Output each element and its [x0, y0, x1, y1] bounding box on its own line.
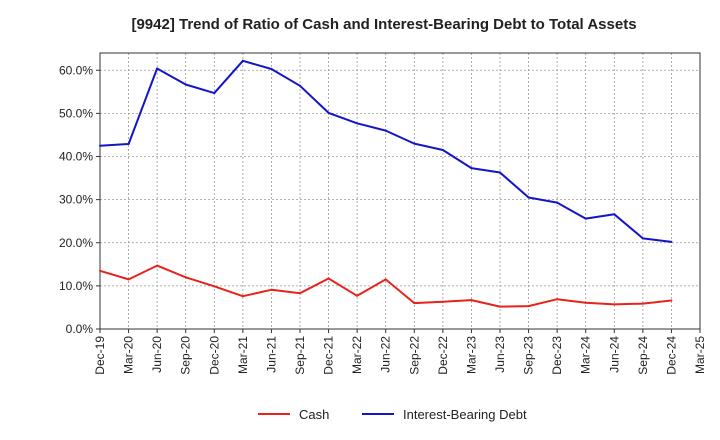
data-point [99, 144, 101, 147]
data-point [384, 129, 387, 132]
x-tick-label: Mar-25 [693, 336, 707, 374]
data-point [584, 217, 587, 220]
x-axis: Dec-19 Mar-20 Jun-20 Sep-20 Dec-20 Mar-21 Jun-… [93, 329, 707, 375]
y-tick-label: 10.0% [59, 279, 93, 293]
data-point [499, 305, 501, 308]
data-point [641, 237, 644, 240]
data-point [241, 295, 244, 298]
data-point [127, 142, 130, 145]
data-point [184, 83, 187, 86]
data-point [441, 149, 444, 152]
y-axis: 0.0% 10.0% 20.0% 30.0% 40.0% 50.0% 60.0% [59, 63, 100, 336]
grid [100, 53, 700, 329]
x-tick-label: Dec-23 [550, 336, 564, 375]
x-tick-label: Dec-20 [207, 336, 221, 375]
data-point [327, 111, 330, 114]
y-tick-label: 50.0% [59, 106, 93, 120]
x-tick-label: Mar-21 [236, 336, 250, 374]
legend-item-0: Cash [258, 407, 329, 422]
data-point [327, 277, 330, 280]
data-point [184, 276, 187, 279]
data-point [299, 292, 301, 295]
legend-item-1: Interest-Bearing Debt [362, 407, 527, 422]
data-point [613, 303, 616, 306]
data-point [156, 67, 159, 70]
data-point [241, 59, 244, 62]
data-point [670, 299, 673, 302]
x-tick-label: Dec-21 [322, 336, 336, 375]
plot-frame [99, 52, 701, 330]
plot-area [99, 52, 701, 330]
x-tick-label: Mar-20 [122, 336, 136, 374]
x-tick-label: Jun-24 [607, 336, 621, 373]
data-point [413, 142, 416, 145]
x-tick-label: Dec-24 [664, 336, 678, 375]
data-point [556, 298, 559, 301]
x-tick-label: Mar-24 [579, 336, 593, 374]
data-point [384, 278, 387, 281]
y-tick-label: 40.0% [59, 150, 93, 164]
data-point [356, 122, 359, 125]
x-tick-label: Jun-21 [264, 336, 278, 373]
y-tick-label: 20.0% [59, 236, 93, 250]
chart-title: [9942] Trend of Ratio of Cash and Intere… [131, 16, 636, 33]
data-point [470, 299, 473, 302]
data-point [99, 269, 101, 272]
y-tick-label: 0.0% [66, 322, 94, 336]
x-tick-label: Sep-23 [522, 336, 536, 375]
data-point [356, 294, 359, 297]
legend: Cash Interest-Bearing Debt [258, 407, 527, 422]
x-tick-label: Sep-20 [179, 336, 193, 375]
data-point [584, 301, 587, 304]
data-point [441, 300, 444, 303]
data-point [156, 264, 159, 267]
data-point [127, 278, 130, 281]
data-point [413, 302, 416, 305]
data-point [641, 302, 644, 305]
legend-label: Interest-Bearing Debt [403, 407, 527, 422]
legend-label: Cash [299, 407, 329, 422]
data-point [213, 285, 216, 288]
y-tick-label: 60.0% [59, 63, 93, 77]
data-point [670, 240, 673, 243]
x-tick-label: Dec-19 [93, 336, 107, 375]
x-tick-label: Jun-23 [493, 336, 507, 373]
x-tick-label: Jun-20 [150, 336, 164, 373]
data-point [499, 171, 501, 174]
data-point [270, 67, 273, 70]
x-tick-label: Mar-22 [350, 336, 364, 374]
series-layer [99, 59, 673, 308]
data-point [470, 167, 473, 170]
y-tick-label: 30.0% [59, 193, 93, 207]
x-tick-label: Dec-22 [436, 336, 450, 375]
data-point [527, 196, 530, 199]
data-point [527, 305, 530, 308]
data-point [299, 84, 301, 87]
x-tick-label: Sep-24 [636, 336, 650, 375]
x-tick-label: Jun-22 [379, 336, 393, 373]
data-point [270, 288, 273, 291]
x-tick-label: Mar-23 [464, 336, 478, 374]
x-tick-label: Sep-22 [407, 336, 421, 375]
x-tick-label: Sep-21 [293, 336, 307, 375]
data-point [556, 201, 559, 204]
data-point [213, 92, 216, 95]
data-point [613, 213, 616, 216]
